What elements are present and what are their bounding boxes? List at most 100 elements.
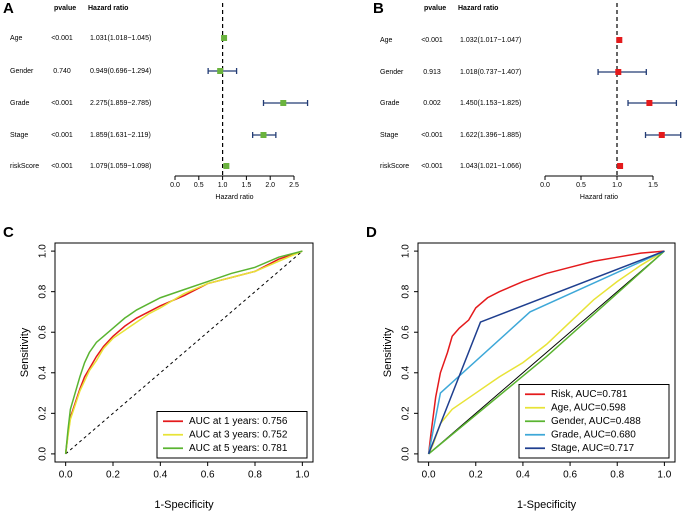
p-value: <0.001	[51, 100, 73, 107]
x-axis-label: Hazard ratio	[580, 194, 618, 201]
row-label: Gender	[10, 68, 34, 75]
roc-curve	[64, 250, 303, 454]
hazard-ratio-point	[280, 100, 287, 106]
p-value: <0.001	[51, 132, 73, 139]
x-axis-label: 1-Specificity	[154, 499, 214, 511]
column-header: pvalue	[54, 5, 76, 12]
roc-curve	[64, 250, 303, 454]
reference-diagonal	[428, 250, 665, 455]
x-tick-label: 0.5	[194, 182, 204, 189]
y-tick-label: 0.2	[38, 406, 49, 420]
y-tick-label: 0.8	[401, 284, 412, 298]
hazard-ratio-text: 0.949(0.696−1.294)	[90, 68, 151, 75]
x-tick-label: 0.8	[248, 470, 262, 481]
x-tick-label: 2.5	[289, 182, 299, 189]
row-label: Age	[10, 35, 23, 42]
y-tick-label: 0.0	[401, 447, 412, 461]
x-axis-label: 1-Specificity	[517, 499, 577, 511]
x-tick-label: 1.0	[295, 470, 309, 481]
x-tick-label: 1.0	[657, 470, 671, 481]
plot-frame	[417, 242, 676, 463]
row-label: riskScore	[380, 163, 409, 170]
p-value: 0.002	[423, 100, 441, 107]
x-tick-label: 1.5	[242, 182, 252, 189]
roc-curve	[427, 250, 665, 455]
column-header: Hazard ratio	[88, 5, 128, 12]
hazard-ratio-point	[616, 37, 623, 43]
x-tick-label: 0.0	[540, 182, 550, 189]
y-axis-label: Sensitivity	[382, 327, 394, 377]
x-tick-label: 0.0	[422, 470, 436, 481]
hazard-ratio-text: 1.032(1.017−1.047)	[460, 37, 521, 44]
row-label: Gender	[380, 69, 404, 76]
row-label: Grade	[380, 100, 400, 107]
y-tick-label: 0.6	[401, 325, 412, 339]
y-tick-label: 0.0	[38, 447, 49, 461]
hazard-ratio-point	[217, 68, 224, 74]
y-tick-label: 0.8	[38, 284, 49, 298]
row-label: Age	[380, 37, 393, 44]
x-axis-label: Hazard ratio	[215, 194, 253, 201]
row-label: Stage	[10, 132, 28, 139]
x-tick-label: 1.0	[612, 182, 622, 189]
x-tick-label: 0.5	[576, 182, 586, 189]
x-tick-label: 0.8	[610, 470, 624, 481]
legend-label: AUC at 1 years: 0.756	[189, 416, 288, 427]
plot-frame	[54, 242, 314, 463]
x-tick-label: 1.0	[218, 182, 228, 189]
roc-curve	[428, 250, 665, 455]
x-tick-label: 1.5	[648, 182, 658, 189]
y-tick-label: 0.6	[38, 325, 49, 339]
row-label: Stage	[380, 132, 398, 139]
legend-label: Stage, AUC=0.717	[551, 443, 635, 454]
hazard-ratio-point	[223, 163, 230, 169]
x-tick-label: 0.0	[59, 470, 73, 481]
hazard-ratio-point	[615, 69, 622, 75]
hazard-ratio-text: 1.018(0.737−1.407)	[460, 69, 521, 76]
x-tick-label: 2.0	[265, 182, 275, 189]
x-tick-label: 0.6	[563, 470, 577, 481]
y-tick-label: 0.2	[401, 406, 412, 420]
y-tick-label: 0.4	[401, 365, 412, 379]
x-tick-label: 0.0	[170, 182, 180, 189]
roc-curve	[427, 250, 665, 455]
p-value: <0.001	[51, 163, 73, 170]
p-value: 0.740	[53, 68, 71, 75]
legend-label: Gender, AUC=0.488	[551, 416, 641, 427]
legend-label: Age, AUC=0.598	[551, 402, 626, 413]
y-axis-label: Sensitivity	[19, 327, 31, 377]
reference-diagonal	[65, 250, 303, 455]
row-label: riskScore	[10, 163, 39, 170]
x-tick-label: 0.2	[106, 470, 120, 481]
column-header: pvalue	[424, 5, 446, 12]
hazard-ratio-point	[646, 100, 653, 106]
p-value: <0.001	[51, 35, 73, 42]
x-tick-label: 0.4	[153, 470, 167, 481]
hazard-ratio-text: 1.450(1.153−1.825)	[460, 100, 521, 107]
hazard-ratio-text: 1.079(1.059−1.098)	[90, 163, 151, 170]
p-value: <0.001	[421, 37, 443, 44]
y-tick-label: 1.0	[38, 244, 49, 258]
panel-label: A	[3, 0, 14, 17]
p-value: 0.913	[423, 69, 441, 76]
hazard-ratio-text: 2.275(1.859−2.785)	[90, 100, 151, 107]
x-tick-label: 0.2	[469, 470, 483, 481]
hazard-ratio-text: 1.622(1.396−1.885)	[460, 132, 521, 139]
legend-label: Risk, AUC=0.781	[551, 389, 628, 400]
p-value: <0.001	[421, 132, 443, 139]
hazard-ratio-point	[260, 132, 267, 138]
y-tick-label: 0.4	[38, 365, 49, 379]
hazard-ratio-point	[221, 35, 228, 41]
legend-label: Grade, AUC=0.680	[551, 429, 636, 440]
roc-curve	[427, 250, 665, 454]
x-tick-label: 0.4	[516, 470, 530, 481]
legend-label: AUC at 3 years: 0.752	[189, 429, 288, 440]
y-tick-label: 1.0	[401, 244, 412, 258]
hazard-ratio-text: 1.859(1.631−2.119)	[90, 132, 151, 139]
hazard-ratio-text: 1.031(1.018−1.045)	[90, 35, 151, 42]
hazard-ratio-text: 1.043(1.021−1.066)	[460, 163, 521, 170]
x-tick-label: 0.6	[201, 470, 215, 481]
legend-label: AUC at 5 years: 0.781	[189, 443, 288, 454]
p-value: <0.001	[421, 163, 443, 170]
